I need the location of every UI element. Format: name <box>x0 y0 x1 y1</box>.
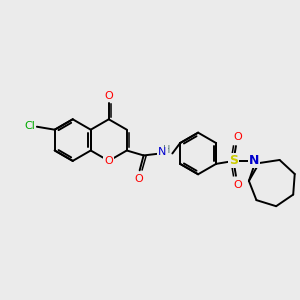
Text: Cl: Cl <box>25 121 35 131</box>
Text: N: N <box>249 154 259 167</box>
Text: O: O <box>233 180 242 190</box>
Text: H: H <box>163 146 170 155</box>
Text: O: O <box>233 132 242 142</box>
Text: O: O <box>104 156 113 166</box>
Text: N: N <box>158 148 166 158</box>
Text: O: O <box>104 91 113 100</box>
Text: O: O <box>134 174 143 184</box>
Text: S: S <box>230 154 238 167</box>
